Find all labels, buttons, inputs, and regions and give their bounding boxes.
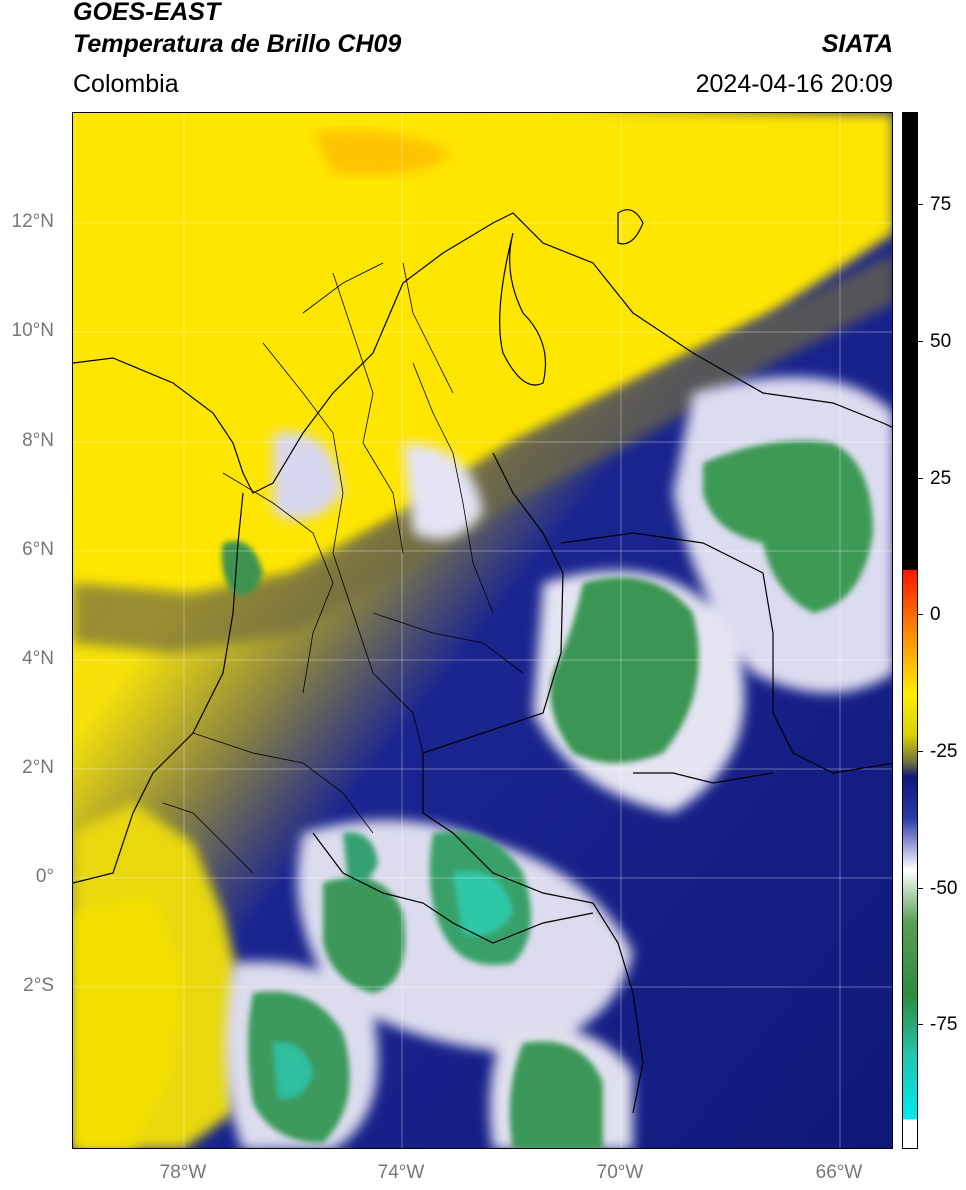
warm-region-coast bbox=[73, 893, 183, 1148]
lat-label-4n: 4°N bbox=[22, 648, 54, 669]
convective-cores-green bbox=[221, 440, 873, 1148]
colorbar-tick-neg75: -75 bbox=[930, 1014, 958, 1035]
lat-label-6n: 6°N bbox=[22, 539, 54, 560]
colorbar-tickmark bbox=[918, 888, 923, 889]
colorbar-tick-0: 0 bbox=[930, 604, 941, 625]
colorbar-tickmark bbox=[918, 1024, 923, 1025]
region-label: Colombia bbox=[73, 70, 179, 98]
source-label: SIATA bbox=[821, 30, 893, 58]
transition-band bbox=[73, 253, 892, 653]
title-satellite: GOES-EAST bbox=[73, 0, 221, 26]
colorbar-tickmark bbox=[918, 204, 923, 205]
lon-label-74w: 74°W bbox=[377, 1162, 425, 1183]
lon-label-66w: 66°W bbox=[815, 1162, 863, 1183]
colorbar bbox=[902, 112, 918, 1149]
colorbar-tick-neg25: -25 bbox=[930, 741, 958, 762]
lon-label-70w: 70°W bbox=[596, 1162, 644, 1183]
title-product: Temperatura de Brillo CH09 bbox=[73, 30, 402, 58]
warm-region-core bbox=[313, 130, 453, 176]
lon-label-78w: 78°W bbox=[159, 1162, 207, 1183]
map-image bbox=[73, 113, 892, 1148]
lat-label-10n: 10°N bbox=[11, 320, 54, 341]
colorbar-tickmark bbox=[918, 478, 923, 479]
colorbar-tickmark bbox=[918, 341, 923, 342]
colorbar-tick-50: 50 bbox=[930, 331, 952, 352]
lat-label-0: 0° bbox=[35, 866, 54, 887]
lat-label-2s: 2°S bbox=[23, 975, 54, 996]
colorbar-gradient bbox=[903, 113, 917, 1148]
datetime-label: 2024-04-16 20:09 bbox=[695, 70, 893, 98]
lat-label-2n: 2°N bbox=[22, 757, 54, 778]
lat-label-12n: 12°N bbox=[11, 211, 54, 232]
lat-label-8n: 8°N bbox=[22, 430, 54, 451]
satellite-map[interactable] bbox=[72, 112, 893, 1149]
colorbar-tickmark bbox=[918, 614, 923, 615]
colorbar-tick-neg50: -50 bbox=[930, 878, 958, 899]
country-borders bbox=[73, 209, 892, 1114]
colorbar-tickmark bbox=[918, 751, 923, 752]
colorbar-tick-25: 25 bbox=[930, 468, 952, 489]
colorbar-tick-75: 75 bbox=[930, 194, 952, 215]
department-borders bbox=[162, 262, 524, 874]
